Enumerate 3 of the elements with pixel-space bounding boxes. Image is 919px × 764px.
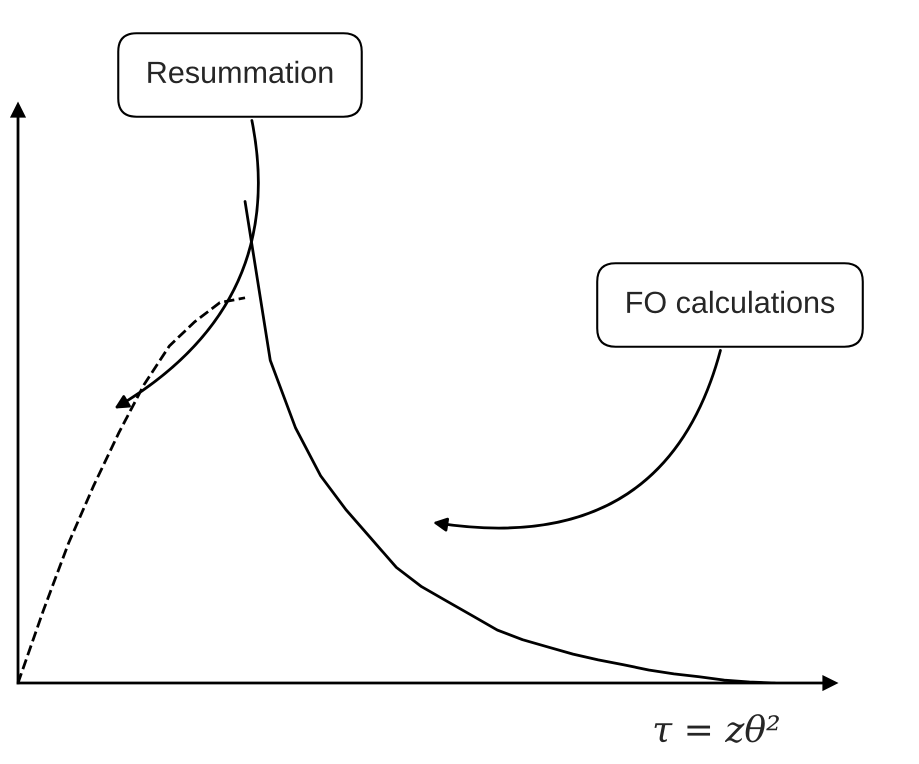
- x-axis-title: τ = zθ²: [654, 714, 779, 743]
- annotation: FO calculations: [627, 290, 834, 314]
- text: Resummation: [148, 60, 332, 84]
